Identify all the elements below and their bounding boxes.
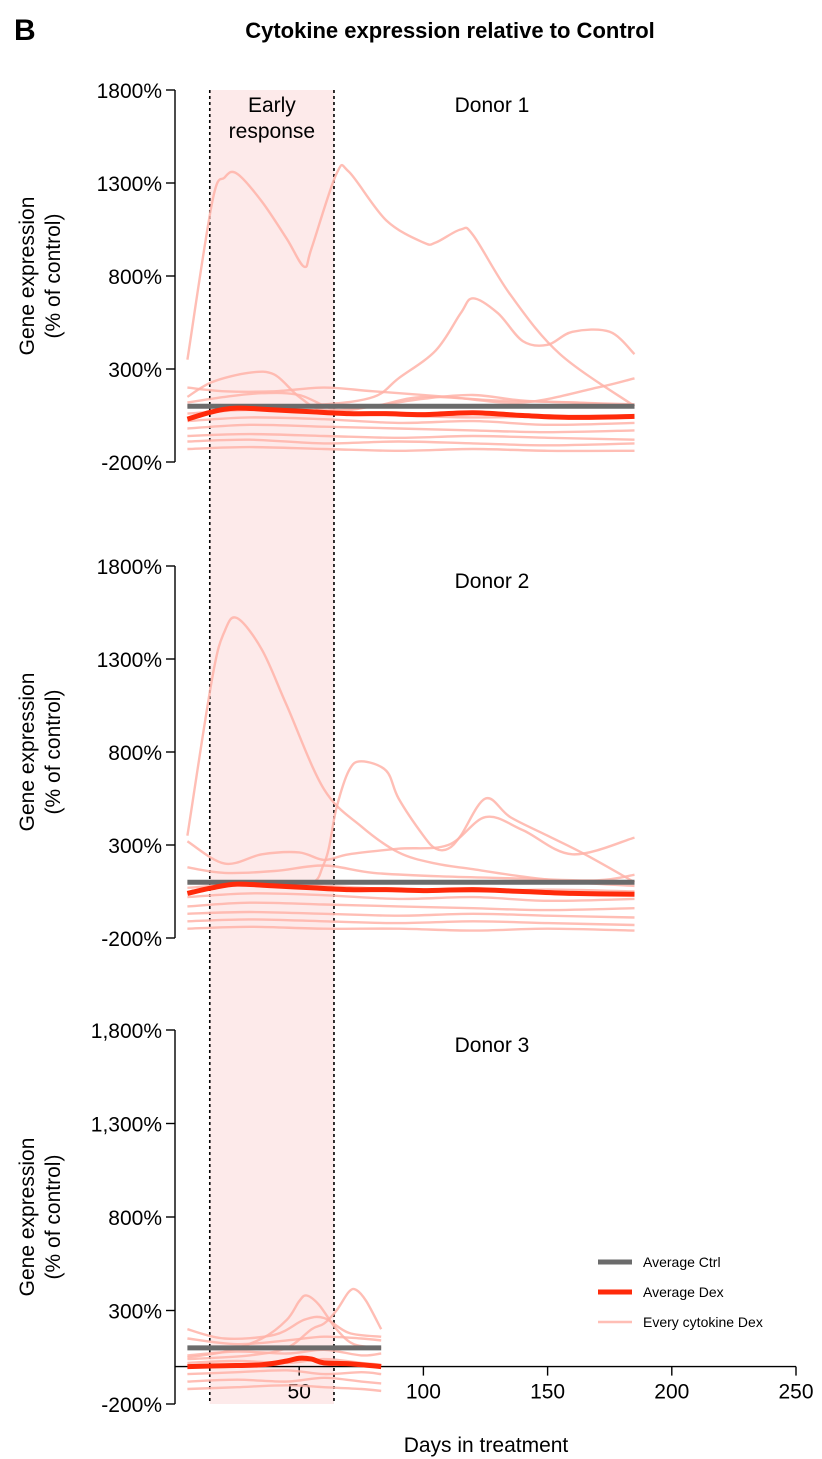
y-axis-label: (% of control) — [42, 214, 65, 339]
x-tick-label: 100 — [406, 1381, 441, 1404]
early-response-band — [209, 90, 334, 1404]
donor-label: Donor 3 — [455, 1034, 530, 1057]
cytokine-line — [187, 910, 635, 919]
x-tick-label: 250 — [778, 1381, 813, 1404]
cytokine-line — [187, 1315, 382, 1340]
cytokine-line — [187, 423, 635, 434]
donor-panel-2: 1800% 1300% 800% 300% -200% Gene expression (%… — [16, 556, 636, 951]
y-tick-label: 1800% — [97, 80, 162, 103]
average-dex-line — [187, 1355, 382, 1370]
y-tick-label: 1300% — [97, 173, 162, 196]
y-tick-label: 300% — [108, 359, 162, 382]
y-tick-label: 800% — [108, 1207, 162, 1230]
y-axis-label: Gene expression — [16, 1138, 39, 1297]
cytokine-line — [187, 1384, 382, 1393]
cytokine-line — [187, 918, 635, 927]
early-response-window: Early response — [208, 90, 335, 1404]
cytokine-line — [187, 445, 635, 453]
y-tick-label: 300% — [108, 835, 162, 858]
cytokine-line — [186, 616, 635, 888]
average-dex-line — [186, 881, 635, 897]
y-axis-label: Gene expression — [16, 673, 39, 832]
cytokine-line — [187, 377, 635, 404]
panel-letter: B — [14, 14, 36, 47]
average-dex-line — [186, 405, 635, 422]
cytokine-line — [187, 416, 635, 427]
cytokine-line — [187, 1369, 382, 1376]
x-tick-label: 50 — [288, 1381, 311, 1404]
y-tick-label: -200% — [101, 452, 162, 475]
cytokine-line — [187, 925, 635, 932]
cytokine-line — [187, 892, 635, 903]
donor-panel-3: 1,800% 1,300% 800% 300% -200% Gene expression… — [16, 1020, 814, 1417]
x-tick-label: 200 — [654, 1381, 689, 1404]
donor-panel-1: 1800% 1300% 800% 300% -200% Gene expression (%… — [16, 80, 636, 475]
cytokine-line — [187, 760, 636, 888]
cytokine-line — [186, 815, 635, 866]
y-tick-label: 1300% — [97, 649, 162, 672]
y-tick-label: -200% — [101, 1394, 162, 1417]
figure-title: Cytokine expression relative to Control — [245, 18, 655, 43]
y-axis-label: (% of control) — [42, 690, 65, 815]
y-tick-label: 1,800% — [91, 1020, 162, 1043]
cytokine-line — [187, 1335, 382, 1346]
cytokine-line — [187, 438, 635, 447]
cytokine-line — [187, 901, 635, 912]
cytokine-line — [187, 432, 635, 441]
legend: Average Ctrl Average Dex Every cytokine De… — [598, 1254, 763, 1330]
x-tick-label: 150 — [530, 1381, 565, 1404]
early-response-label: Early — [248, 94, 296, 117]
x-axis-label: Days in treatment — [404, 1434, 569, 1457]
cytokine-line — [186, 163, 636, 408]
legend-label-ctrl: Average Ctrl — [643, 1254, 721, 1270]
y-tick-label: 300% — [108, 1301, 162, 1324]
y-tick-label: 800% — [108, 266, 162, 289]
donor-panels: 1800%1300%800%300%-200%Gene expression (%… — [16, 80, 814, 1417]
y-axis-label: Gene expression — [16, 197, 39, 356]
y-axis-label: (% of control) — [42, 1155, 65, 1280]
early-response-label: response — [229, 120, 315, 143]
y-tick-label: 1,300% — [91, 1114, 162, 1137]
donor-label: Donor 2 — [455, 570, 530, 593]
donor-label: Donor 1 — [455, 94, 530, 117]
y-tick-label: 1800% — [97, 556, 162, 579]
cytokine-line — [187, 1376, 382, 1385]
cytokine-line — [187, 1348, 382, 1357]
y-tick-label: 800% — [108, 742, 162, 765]
y-tick-label: -200% — [101, 928, 162, 951]
legend-label-dex: Average Dex — [643, 1284, 724, 1300]
legend-label-cytokine: Every cytokine Dex — [643, 1314, 763, 1330]
